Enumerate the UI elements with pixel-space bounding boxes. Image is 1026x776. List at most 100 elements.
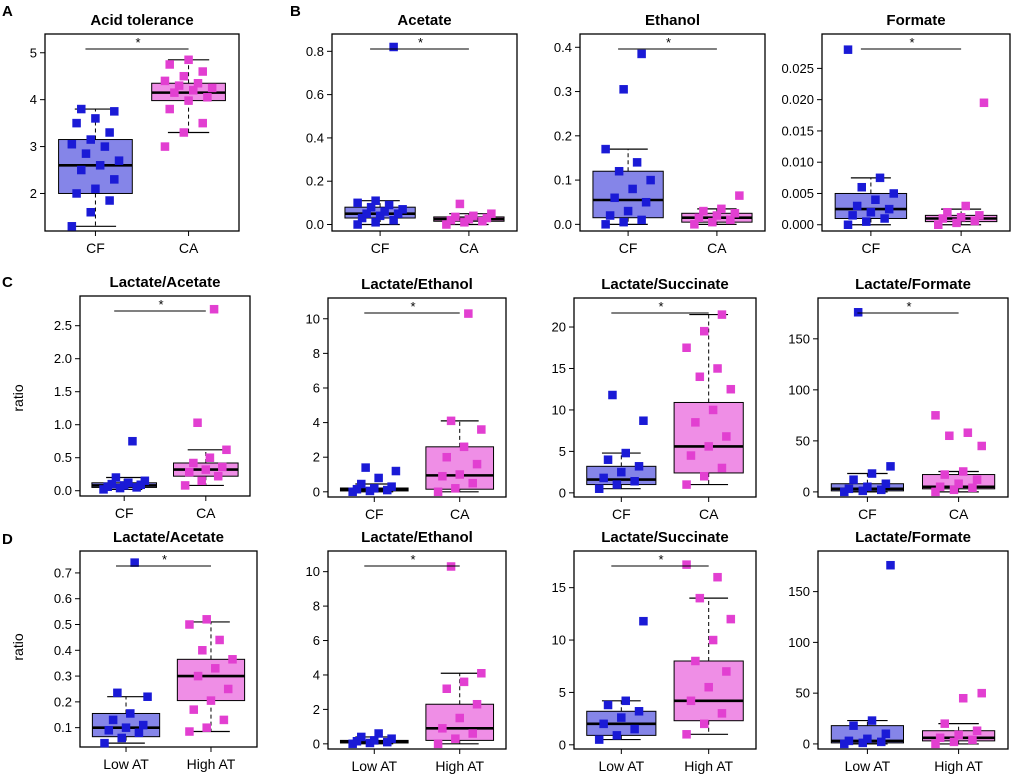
plot-frame (573, 297, 757, 498)
data-point (105, 196, 114, 205)
data-point (884, 204, 894, 214)
data-point (956, 212, 966, 222)
y-tick-label: 6 (313, 380, 320, 395)
data-point (451, 734, 460, 743)
data-point (717, 463, 727, 473)
panel-letter-a: A (2, 3, 13, 20)
data-point (117, 733, 126, 743)
chart-title: Lactate/Acetate (110, 274, 221, 291)
plot-frame (817, 297, 1009, 498)
data-point (958, 693, 968, 703)
y-tick-label: 20 (552, 320, 566, 335)
x-tick-label: CF (115, 505, 134, 521)
y-tick-label: 2 (30, 186, 37, 201)
data-point (67, 222, 77, 231)
box-cf (830, 308, 904, 497)
box-cf (834, 45, 908, 229)
data-point (886, 462, 895, 471)
data-point (735, 191, 744, 200)
x-tick-label: CA (951, 240, 971, 256)
data-point (881, 479, 891, 488)
data-point (646, 175, 655, 185)
data-point (81, 149, 91, 158)
data-point (886, 560, 895, 570)
significance-marker: * (658, 552, 663, 567)
x-tick-label: CA (179, 240, 199, 256)
y-tick-label: 1.0 (54, 417, 72, 432)
y-tick-label: 150 (788, 584, 810, 599)
box-low-at (91, 558, 161, 748)
data-point (124, 478, 133, 488)
y-tick-label: 2.0 (54, 351, 72, 366)
box-ca (425, 309, 495, 497)
data-point (353, 198, 362, 208)
data-point (599, 719, 608, 729)
significance-marker: * (418, 35, 423, 50)
data-point (843, 45, 853, 54)
y-tick-label: 0.015 (781, 123, 814, 138)
data-point (451, 484, 460, 493)
y-axis-label-row-d: ratio (10, 633, 26, 660)
x-tick-label: Low AT (103, 756, 149, 772)
x-tick-label: High AT (187, 756, 236, 772)
y-tick-label: 5 (30, 45, 37, 60)
y-tick-label: 10 (552, 402, 566, 417)
data-point (935, 733, 945, 743)
data-point (223, 684, 233, 694)
data-point (603, 700, 613, 710)
data-point (179, 128, 189, 137)
y-tick-label: 4 (30, 92, 37, 107)
data-point (867, 469, 877, 478)
data-point (174, 81, 184, 90)
data-point (455, 199, 465, 209)
chart-title: Acid tolerance (90, 12, 193, 29)
data-point (477, 425, 486, 434)
x-tick-label: Low AT (598, 758, 644, 774)
data-point (143, 692, 152, 701)
data-point (211, 664, 220, 673)
data-point (193, 79, 203, 88)
data-point (113, 688, 122, 698)
data-point (934, 220, 943, 229)
y-tick-label: 0.0 (306, 217, 324, 232)
y-tick-label: 0.5 (54, 450, 72, 465)
y-tick-label: 0.8 (306, 44, 324, 59)
data-point (931, 411, 940, 420)
chart-title: Formate (886, 12, 945, 29)
data-point (469, 211, 478, 221)
y-tick-label: 150 (788, 331, 810, 346)
data-point (682, 560, 691, 569)
data-point (468, 478, 477, 488)
data-point (632, 158, 642, 167)
y-tick-label: 50 (796, 686, 810, 701)
data-point (972, 475, 982, 484)
data-point (482, 213, 492, 223)
significance-marker: * (158, 297, 163, 312)
y-tick-label: 4 (313, 667, 320, 682)
data-point (366, 202, 376, 212)
data-point (931, 739, 940, 749)
data-point (695, 372, 705, 382)
data-point (438, 724, 447, 733)
y-tick-label: 0.2 (54, 694, 72, 709)
data-point (943, 207, 952, 217)
chart-title: Acetate (397, 12, 451, 29)
data-point (863, 482, 872, 492)
data-point (203, 93, 212, 102)
x-tick-label: CA (196, 505, 216, 521)
data-point (100, 738, 109, 748)
data-point (222, 445, 231, 455)
y-tick-label: 6 (313, 633, 320, 648)
data-point (219, 715, 229, 725)
chart-title: Lactate/Succinate (601, 276, 729, 293)
significance-marker: * (909, 35, 914, 50)
data-point (472, 699, 482, 709)
data-point (940, 719, 949, 728)
x-tick-label: Low AT (351, 758, 397, 774)
data-point (442, 220, 451, 229)
y-tick-label: 8 (313, 346, 320, 361)
y-tick-label: 0 (313, 484, 320, 499)
x-tick-label: CA (949, 506, 969, 522)
data-point (722, 432, 731, 441)
